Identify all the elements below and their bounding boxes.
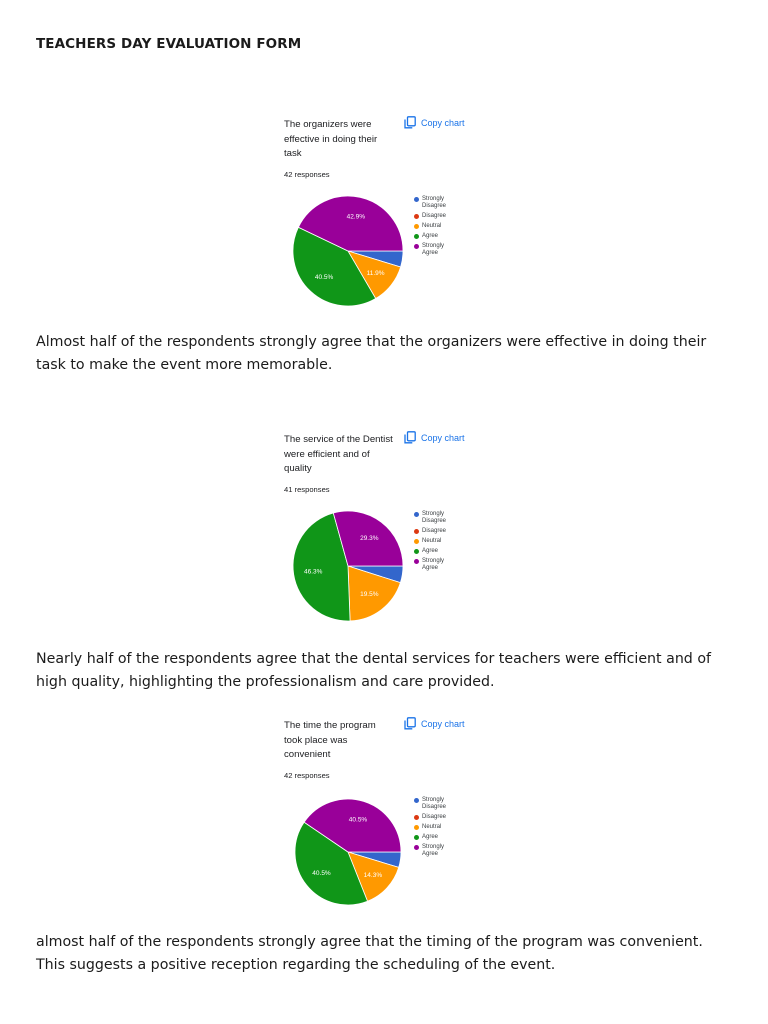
chart-legend: Strongly Disagree Disagree Neutral Agree Str… <box>414 511 456 575</box>
legend-item-disagree: Disagree <box>414 814 456 821</box>
slice-label-agree: 40.5% <box>315 274 334 281</box>
legend-item-strongly-agree: Strongly Agree <box>414 558 456 572</box>
response-count: 42 responses <box>284 771 330 780</box>
legend-label: Neutral <box>422 824 442 830</box>
legend-label: Strongly Disagree <box>422 196 447 209</box>
legend-item-strongly-agree: Strongly Agree <box>414 243 456 257</box>
legend-swatch <box>414 224 419 229</box>
pie-slice-agree <box>294 821 369 906</box>
pie-slice-agree <box>292 226 377 307</box>
legend-swatch <box>414 559 419 564</box>
legend-label: Agree <box>422 834 439 840</box>
legend-item-agree: Agree <box>414 548 456 555</box>
chart-card-dentist: The service of the Dentist were efficien… <box>278 425 490 637</box>
analysis-paragraph: Nearly half of the respondents agree tha… <box>36 651 711 690</box>
pie-slice-strongly-agree <box>297 195 404 252</box>
legend-item-strongly-disagree: Strongly Disagree <box>414 196 456 210</box>
legend-swatch <box>414 798 419 803</box>
document-title: TEACHERS DAY EVALUATION FORM <box>36 36 302 52</box>
legend-label: Strongly Agree <box>422 844 445 857</box>
legend-label: Agree <box>422 548 439 554</box>
legend-swatch <box>414 234 419 239</box>
legend-label: Disagree <box>422 213 447 219</box>
copy-icon <box>404 431 416 444</box>
pie-chart: 11.9% 40.5% 42.9% <box>292 195 404 307</box>
legend-swatch <box>414 512 419 517</box>
legend-label: Strongly Agree <box>422 243 445 256</box>
chart-title: The time the program took place was conv… <box>284 720 376 761</box>
legend-swatch <box>414 825 419 830</box>
chart-title: The organizers were effective in doing t… <box>284 119 378 160</box>
legend-label: Disagree <box>422 528 447 534</box>
copy-chart-label: Copy chart <box>421 117 465 128</box>
slice-label-agree: 40.5% <box>312 870 331 877</box>
copy-chart-label: Copy chart <box>421 718 465 729</box>
copy-chart-label: Copy chart <box>421 432 465 443</box>
legend-swatch <box>414 529 419 534</box>
analysis-paragraph: Almost half of the respondents strongly … <box>36 334 707 373</box>
slice-label-strongly-agree: 42.9% <box>347 214 366 221</box>
slice-label-strongly-agree: 29.3% <box>360 535 379 542</box>
response-count: 41 responses <box>284 485 330 494</box>
copy-chart-button[interactable]: Copy chart <box>404 431 465 444</box>
copy-chart-button[interactable]: Copy chart <box>404 717 465 730</box>
legend-swatch <box>414 244 419 249</box>
legend-item-agree: Agree <box>414 834 456 841</box>
chart-card-timing: The time the program took place was conv… <box>278 711 490 923</box>
legend-item-disagree: Disagree <box>414 528 456 535</box>
pie-chart: 14.3% 40.5% 40.5% <box>294 798 402 906</box>
legend-item-neutral: Neutral <box>414 824 456 831</box>
slice-label-strongly-agree: 40.5% <box>349 817 368 824</box>
pie-slice-neutral <box>347 565 401 622</box>
legend-label: Strongly Disagree <box>422 511 447 524</box>
legend-swatch <box>414 845 419 850</box>
legend-swatch <box>414 539 419 544</box>
chart-title: The service of the Dentist were efficien… <box>284 434 393 475</box>
legend-swatch <box>414 549 419 554</box>
slice-label-neutral: 14.3% <box>364 872 383 879</box>
copy-chart-button[interactable]: Copy chart <box>404 116 465 129</box>
legend-item-neutral: Neutral <box>414 538 456 545</box>
legend-label: Neutral <box>422 223 442 229</box>
legend-label: Agree <box>422 233 439 239</box>
chart-legend: Strongly Disagree Disagree Neutral Agree Str… <box>414 797 456 861</box>
pie-slice-agree <box>292 512 351 622</box>
chart-legend: Strongly Disagree Disagree Neutral Agree Str… <box>414 196 456 260</box>
legend-label: Disagree <box>422 814 447 820</box>
response-count: 42 responses <box>284 170 330 179</box>
slice-label-neutral: 11.9% <box>367 270 385 277</box>
legend-item-disagree: Disagree <box>414 213 456 220</box>
legend-swatch <box>414 815 419 820</box>
legend-swatch <box>414 214 419 219</box>
legend-swatch <box>414 835 419 840</box>
legend-item-strongly-agree: Strongly Agree <box>414 844 456 858</box>
pie-chart: 19.5% 46.3% 29.3% <box>292 510 404 622</box>
slice-label-neutral: 19.5% <box>360 591 379 598</box>
legend-item-agree: Agree <box>414 233 456 240</box>
chart-card-organizers: The organizers were effective in doing t… <box>278 110 490 322</box>
legend-item-strongly-disagree: Strongly Disagree <box>414 797 456 811</box>
legend-swatch <box>414 197 419 202</box>
pie-slice-strongly-agree <box>303 798 402 853</box>
legend-label: Strongly Agree <box>422 558 445 571</box>
legend-label: Neutral <box>422 538 442 544</box>
analysis-paragraph: almost half of the respondents strongly … <box>36 934 703 973</box>
legend-label: Strongly Disagree <box>422 797 447 810</box>
legend-item-strongly-disagree: Strongly Disagree <box>414 511 456 525</box>
pie-slice-strongly-agree <box>332 510 404 567</box>
slice-label-agree: 46.3% <box>304 568 323 575</box>
legend-item-neutral: Neutral <box>414 223 456 230</box>
copy-icon <box>404 116 416 129</box>
copy-icon <box>404 717 416 730</box>
